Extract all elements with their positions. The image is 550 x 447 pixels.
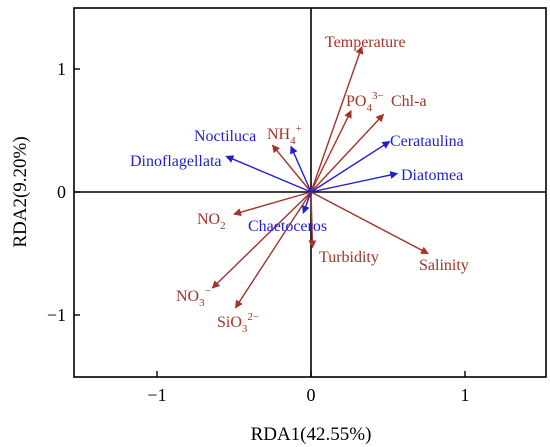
- x-tick-label: 0: [307, 385, 316, 405]
- y-tick-label: −1: [47, 305, 66, 325]
- label-sio3: SiO32−: [217, 311, 259, 335]
- vector-noctiluca: [290, 145, 312, 193]
- y-tick-label: 1: [57, 59, 66, 79]
- x-tick-label: 1: [461, 385, 470, 405]
- label-noctiluca: Noctiluca: [194, 128, 256, 145]
- label-no3: NO3−: [176, 285, 211, 309]
- label-turbidity: Turbidity: [319, 249, 379, 266]
- vector-turbidity: [308, 191, 317, 249]
- x-axis-label: RDA1(42.55%): [251, 424, 372, 445]
- vector-chla: [310, 113, 385, 193]
- vectors: [211, 45, 429, 309]
- y-tick-label: 0: [57, 182, 66, 202]
- vector-no2: [233, 191, 312, 217]
- label-no2: NO2: [197, 211, 226, 232]
- label-chla: Chl-a: [391, 93, 427, 110]
- vector-nh4: [271, 144, 312, 193]
- label-nh4: NH4+: [267, 123, 302, 147]
- vector-chaetoceros: [301, 191, 312, 214]
- label-diatomea: Diatomea: [401, 167, 463, 184]
- label-temperature: Temperature: [325, 34, 406, 51]
- vector-labels: Temperature PO43− Chl-a NH4+ NO2 NO3−SiO32− Tu…: [130, 34, 469, 335]
- vector-sio3: [234, 191, 312, 309]
- vector-salinity: [310, 191, 429, 255]
- vector-cerataulina: [310, 140, 391, 193]
- x-tick-label: −1: [147, 385, 166, 405]
- vector-temperature: [310, 45, 364, 193]
- vector-dinoflagellata: [225, 155, 312, 193]
- y-axis-label: RDA2(9.20%): [10, 136, 31, 247]
- vector-diatomea: [310, 171, 399, 193]
- label-chaetoceros: Chaetoceros: [248, 218, 327, 235]
- label-salinity: Salinity: [419, 257, 469, 274]
- vector-po4: [310, 109, 352, 193]
- axis-ticks: −1 0 1 −1 0 1: [47, 59, 470, 405]
- label-dinoflagellata: Dinoflagellata: [130, 153, 222, 170]
- vector-no3: [211, 191, 312, 289]
- label-cerataulina: Cerataulina: [390, 133, 464, 150]
- label-po4: PO43−: [346, 90, 384, 114]
